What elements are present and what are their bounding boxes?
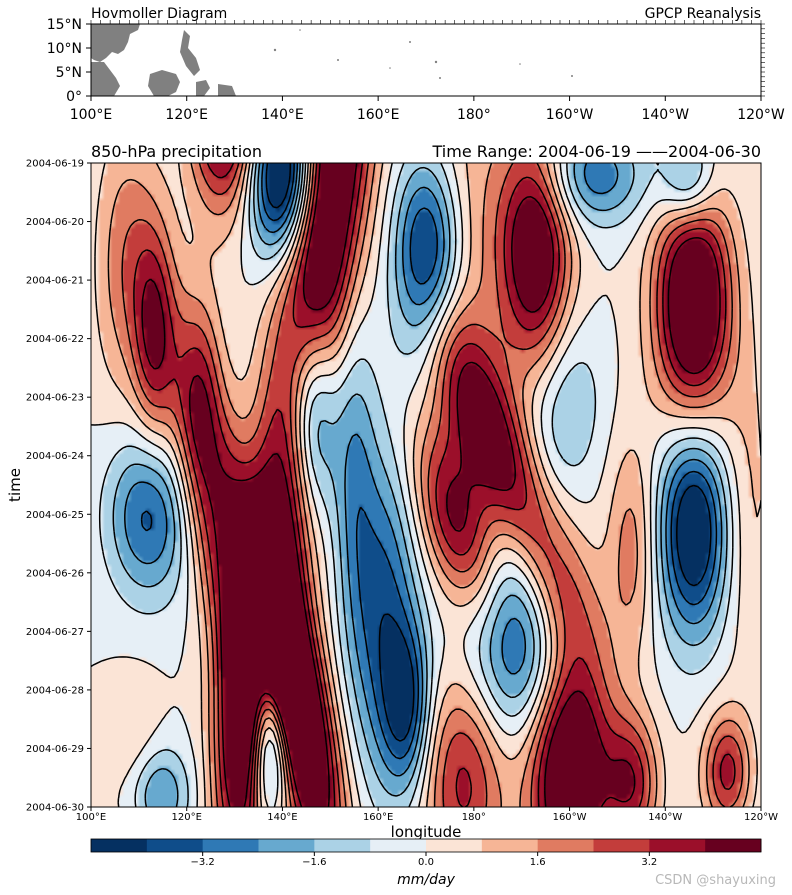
colorbar-swatches	[91, 839, 762, 852]
top-x-tick-label: 160°W	[546, 107, 594, 123]
colorbar-label: mm/day	[397, 872, 455, 888]
top-x-tick-label: 140°W	[641, 107, 689, 123]
x-tick-label: 100°E	[76, 812, 106, 823]
top-map-panel: Hovmoller Diagram GPCP Reanalysis 0°5°N1…	[47, 6, 785, 123]
colorbar-tick-label: 1.6	[530, 857, 546, 868]
top-y-tick-label: 5°N	[56, 65, 82, 81]
time-tick-label: 2004-06-27	[26, 627, 84, 638]
x-tick-label: 120°E	[172, 812, 202, 823]
colorbar-swatch	[649, 839, 706, 852]
x-tick-label: 180°	[462, 812, 486, 823]
top-x-tick-label: 100°E	[70, 107, 113, 123]
time-tick-label: 2004-06-22	[26, 334, 84, 345]
colorbar-swatch	[314, 839, 371, 852]
top-x-tick-label: 120°E	[165, 107, 208, 123]
colorbar-tick-label: −1.6	[302, 857, 326, 868]
contour-line	[107, 163, 750, 807]
top-y-axis: 0° 5°N 10°N 15°N	[47, 17, 765, 105]
colorbar-swatch	[705, 839, 762, 852]
contour-line	[121, 163, 744, 807]
land-asia	[91, 24, 140, 62]
x-tick-label: 120°W	[744, 812, 778, 823]
top-y-tick-label: 15°N	[47, 17, 82, 33]
x-tick-label: 140°E	[267, 812, 297, 823]
y-axis-label: time	[6, 468, 24, 502]
colorbar-swatch	[202, 839, 259, 852]
longitude-axis: 100°E 120°E 140°E 160°E 180° 160°W 140°W 120°W	[76, 807, 778, 823]
land-sulawesi	[196, 80, 210, 96]
top-x-axis: 100°E 120°E 140°E 160°E 180° 160°W 140°W 120°W	[70, 20, 785, 123]
colorbar-ticks: −3.2 −1.6 0.0 1.6 3.2	[191, 852, 657, 868]
time-axis: 2004-06-19 2004-06-20 2004-06-21 2004-06-22…	[26, 159, 91, 814]
contour-line	[91, 163, 742, 807]
watermark: CSDN @shayuxing	[655, 873, 776, 888]
top-y-tick-label: 10°N	[47, 41, 82, 57]
time-tick-label: 2004-06-20	[26, 217, 84, 228]
time-tick-label: 2004-06-19	[26, 159, 84, 170]
colorbar-swatch	[537, 839, 594, 852]
contour-line	[141, 163, 721, 807]
colorbar-swatch	[593, 839, 650, 852]
land-masses	[91, 24, 573, 96]
contour-line	[133, 163, 736, 807]
precipitation-field	[91, 163, 761, 807]
time-tick-label: 2004-06-29	[26, 744, 84, 755]
colorbar-swatch	[426, 839, 483, 852]
top-title-left: Hovmoller Diagram	[91, 6, 227, 22]
top-x-tick-label: 120°W	[737, 107, 785, 123]
contour-line	[98, 163, 734, 807]
main-title-right: Time Range: 2004-06-19 ——2004-06-30	[432, 142, 761, 161]
land-borneo	[148, 70, 180, 96]
colorbar-swatch	[370, 839, 427, 852]
contour-line	[140, 163, 718, 760]
x-tick-label: 160°W	[553, 812, 587, 823]
contour-lines	[91, 163, 761, 807]
colorbar-tick-label: 0.0	[418, 857, 434, 868]
time-tick-label: 2004-06-24	[26, 451, 84, 462]
top-title-right: GPCP Reanalysis	[645, 6, 761, 22]
top-x-tick-label: 180°	[457, 107, 491, 123]
top-x-tick-label: 140°E	[261, 107, 304, 123]
x-tick-label: 140°W	[648, 812, 682, 823]
time-tick-label: 2004-06-26	[26, 568, 84, 579]
x-tick-label: 160°E	[363, 812, 393, 823]
time-tick-label: 2004-06-25	[26, 510, 84, 521]
contour-line	[94, 163, 761, 807]
land-indochina	[91, 62, 120, 96]
x-axis-label: longitude	[391, 823, 462, 841]
time-tick-label: 2004-06-30	[26, 803, 84, 814]
contour-line	[112, 163, 728, 807]
land-newguinea	[218, 84, 236, 96]
colorbar-swatch	[146, 839, 204, 852]
contour-line	[124, 163, 723, 777]
time-tick-label: 2004-06-23	[26, 393, 84, 404]
time-tick-label: 2004-06-28	[26, 685, 84, 696]
top-y-tick-label: 0°	[66, 89, 82, 105]
top-x-tick-label: 160°E	[357, 107, 400, 123]
main-frame	[90, 162, 762, 808]
main-title-left: 850-hPa precipitation	[91, 142, 262, 161]
colorbar-swatch	[91, 839, 148, 852]
land-philippines	[180, 30, 200, 76]
colorbar-tick-label: −3.2	[191, 857, 215, 868]
colorbar-tick-label: 3.2	[641, 857, 657, 868]
main-panel: 850-hPa precipitation Time Range: 2004-0…	[6, 142, 778, 841]
colorbar-swatch	[481, 839, 539, 852]
colorbar: −3.2 −1.6 0.0 1.6 3.2 mm/day	[90, 838, 762, 888]
time-tick-label: 2004-06-21	[26, 276, 84, 287]
colorbar-swatch	[258, 839, 315, 852]
contour-line	[265, 163, 712, 742]
